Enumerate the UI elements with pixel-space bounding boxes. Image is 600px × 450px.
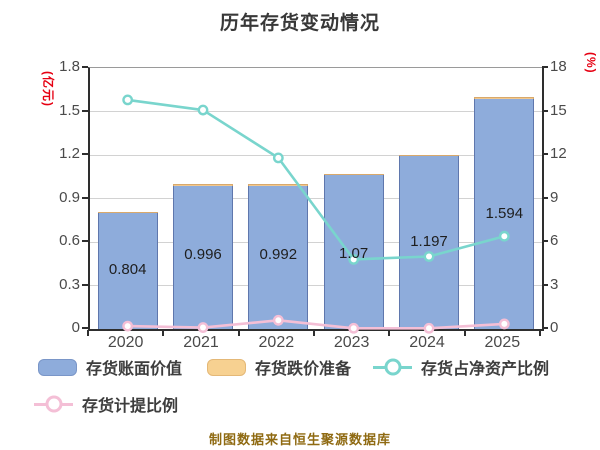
legend-label: 存货跌价准备 [255, 361, 352, 378]
right-axis-tickmark [542, 196, 548, 199]
right-axis-tick-label: 3 [550, 275, 559, 293]
data-point-marker [348, 253, 360, 265]
data-point-marker [498, 230, 510, 242]
legend-label: 存货占净资产比例 [421, 361, 550, 378]
left-axis-tickmark [82, 196, 88, 199]
legend-label: 存货计提比例 [82, 398, 179, 415]
left-axis-tick-label: 1.2 [59, 145, 80, 162]
legend-swatch-orange-bar [207, 358, 246, 376]
data-point-marker [423, 251, 435, 262]
data-point-marker [272, 314, 284, 326]
chart-title: 历年存货变动情况 [219, 13, 380, 34]
legend-item-inventory-provision-ratio: 存货计提比例 [34, 392, 178, 416]
gridline [90, 154, 542, 156]
data-point-marker [423, 322, 435, 334]
left-axis-tick-label: 0.9 [59, 188, 80, 206]
bar-inventory-book-value [248, 184, 309, 329]
left-axis-tick-label: 0 [71, 319, 80, 336]
legend-marker-dot [384, 358, 401, 376]
bar-value-label: 1.197 [410, 233, 448, 250]
x-axis-tickmark [313, 330, 315, 336]
x-axis-tickmark [162, 330, 165, 336]
bar-segment-depreciation-reserve [173, 184, 233, 186]
line-存货计提比例 [127, 319, 505, 330]
gridline [90, 241, 542, 243]
bar-segment-depreciation-reserve [399, 155, 459, 157]
legend-swatch-blue-bar [38, 358, 77, 376]
left-axis-tickmark [82, 283, 88, 286]
right-axis-tick-label: 0 [550, 319, 559, 336]
right-axis-tickmark [542, 327, 548, 329]
legend-item-inventory-book-value: 存货账面价值 [38, 355, 182, 379]
line-series-overlay [122, 94, 510, 334]
x-axis-tick-label: 2022 [258, 334, 295, 351]
data-source-note: 制图数据来自恒生聚源数据库 [208, 432, 391, 447]
left-axis-tick-label: 1.5 [59, 101, 80, 119]
gridline [90, 198, 542, 199]
x-axis-tickmark [87, 330, 89, 336]
bar-inventory-book-value [474, 96, 535, 329]
bar-value-label: 0.996 [184, 246, 222, 263]
data-point-marker [498, 318, 510, 330]
x-axis-tick-label: 2023 [333, 334, 370, 351]
right-axis-tick-label: 15 [550, 101, 567, 119]
right-axis-tickmark [542, 283, 548, 286]
x-axis-tickmark [388, 330, 391, 336]
x-axis-tick-label: 2024 [409, 334, 445, 351]
gridline [90, 111, 542, 112]
left-axis-tickmark [82, 327, 88, 329]
left-axis-tickmark [82, 153, 88, 155]
left-axis-tick-label: 0.3 [59, 275, 80, 293]
x-axis-tick-label: 2020 [107, 334, 144, 351]
bar-segment-depreciation-reserve [323, 173, 384, 175]
right-axis-tick-label: 9 [550, 188, 559, 206]
bar-value-label: 0.992 [259, 246, 298, 263]
right-axis-tickmark [542, 66, 548, 68]
legend-item-inventory-to-net-assets-ratio: 存货占净资产比例 [373, 355, 549, 379]
left-axis-tickmark [82, 109, 88, 112]
x-axis-tickmark [463, 330, 466, 336]
bar-inventory-book-value [399, 155, 459, 329]
data-point-marker [272, 152, 284, 164]
data-point-marker [122, 94, 134, 106]
right-axis-tickmark [542, 240, 548, 242]
left-axis-tickmark [82, 66, 88, 68]
right-axis-unit-label: (%) [584, 52, 598, 74]
bar-value-label: 1.07 [339, 245, 369, 262]
bar-inventory-book-value [97, 212, 158, 329]
bar-segment-depreciation-reserve [97, 212, 158, 214]
data-point-marker [197, 322, 209, 333]
bar-inventory-book-value [323, 173, 384, 329]
bar-value-label: 0.804 [108, 261, 147, 278]
bar-inventory-book-value [173, 184, 233, 329]
gridline [90, 285, 542, 286]
left-axis-tick-label: 0.6 [59, 232, 80, 249]
x-axis-tickmark [237, 330, 240, 336]
legend-marker-dot [45, 395, 62, 413]
x-axis-tick-label: 2025 [484, 334, 521, 351]
x-axis-tickmark [539, 330, 541, 336]
left-axis-tickmark [82, 240, 88, 242]
data-point-marker [197, 104, 209, 116]
data-point-marker [122, 320, 134, 332]
bar-segment-depreciation-reserve [474, 96, 535, 99]
right-axis-tickmark [542, 109, 548, 112]
right-axis-tick-label: 6 [550, 232, 559, 249]
x-axis-tick-label: 2021 [183, 334, 219, 351]
bar-segment-depreciation-reserve [248, 184, 309, 187]
legend-pink-line-marker-icon [34, 395, 73, 413]
line-存货占净资产比例 [127, 98, 505, 261]
right-axis-tickmark [542, 153, 548, 155]
right-axis-tick-label: 18 [550, 58, 567, 75]
data-point-marker [348, 322, 360, 334]
legend-label: 存货账面价值 [86, 361, 183, 378]
plot-area: 0.804 0.996 0.992 1.07 1.197 1.594 [88, 67, 544, 334]
bar-value-label: 1.594 [485, 205, 524, 222]
legend-teal-line-marker-icon [373, 358, 412, 376]
left-axis-tick-label: 1.8 [59, 58, 80, 75]
right-axis-tick-label: 12 [550, 145, 567, 162]
legend-item-inventory-depreciation-reserve: 存货跌价准备 [207, 355, 351, 379]
